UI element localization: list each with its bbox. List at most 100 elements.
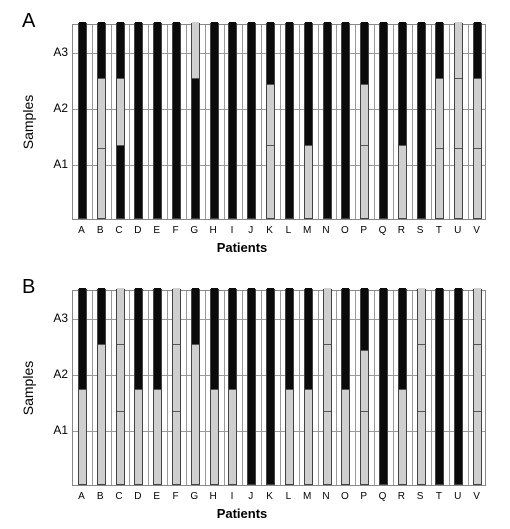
gridline-v [242,291,243,485]
bar-segment [455,148,462,218]
bar-segment [229,288,236,389]
gridline-v [92,291,93,485]
gridline-v [261,25,262,219]
bar-A-B [97,23,106,219]
xtick-label: N [322,226,329,236]
gridline-v [205,25,206,219]
bar-B-V [473,289,482,485]
bar-segment [455,288,462,484]
bar-segment [154,389,161,484]
bar-segment [192,288,199,344]
gridline-v [299,25,300,219]
bar-segment [154,288,161,389]
xtick-label: M [303,226,311,236]
bar-segment [267,145,274,218]
bar-A-A [78,23,87,219]
xtick-label: I [231,492,234,502]
bar-segment [305,288,312,389]
bar-segment [79,389,86,484]
bar-A-L [285,23,294,219]
gridline-v [299,291,300,485]
bar-segment [211,288,218,389]
xtick-label: P [360,492,367,502]
bar-A-S [417,23,426,219]
bar-A-O [341,23,350,219]
bar-A-N [323,23,332,219]
bar-A-I [228,23,237,219]
bar-segment [436,148,443,218]
bar-A-J [247,23,256,219]
bar-B-H [210,289,219,485]
gridline-v [148,291,149,485]
gridline-v [393,25,394,219]
gridline-v [318,291,319,485]
bar-segment [98,288,105,344]
gridline-v [374,291,375,485]
bar-segment [474,288,481,344]
bar-segment [361,350,368,412]
bar-segment [267,288,274,484]
bar-B-F [172,289,181,485]
y-axis-label: Samples [20,358,36,418]
xtick-label: L [286,492,292,502]
gridline-v [412,291,413,485]
gridline-v [393,291,394,485]
bar-A-K [266,23,275,219]
gridline-v [374,25,375,219]
bar-A-D [134,23,143,219]
bar-segment [324,411,331,484]
gridline-v [129,291,130,485]
bar-segment [192,78,199,218]
gridline-v [468,25,469,219]
panel-label-B: B [22,276,35,299]
xtick-label: Q [379,492,387,502]
x-axis-label: Patients [202,506,282,521]
xtick-label: K [266,492,273,502]
bar-B-I [228,289,237,485]
xtick-label: J [248,226,253,236]
bar-segment [117,78,124,145]
gridline-v [111,291,112,485]
bar-A-C [116,23,125,219]
xtick-label: H [210,226,217,236]
bar-B-C [116,289,125,485]
bar-segment [418,344,425,411]
ytick-label: A1 [42,423,68,437]
gridline-v [129,25,130,219]
bar-B-D [134,289,143,485]
bar-segment [361,411,368,484]
xtick-label: C [115,492,122,502]
xtick-label: B [97,226,104,236]
bar-B-B [97,289,106,485]
gridline-v [167,25,168,219]
panel-label-A: A [22,10,35,33]
xtick-label: C [115,226,122,236]
bar-segment [248,22,255,218]
bar-segment [211,22,218,218]
bar-segment [173,411,180,484]
x-axis-label: Patients [202,240,282,255]
bar-segment [380,288,387,484]
bar-A-F [172,23,181,219]
bar-segment [342,288,349,389]
bar-segment [474,78,481,148]
bar-segment [286,288,293,389]
bar-A-V [473,23,482,219]
bar-B-U [454,289,463,485]
bar-segment [173,22,180,218]
bar-segment [135,22,142,218]
figure: AA1A2A3ABCDEFGHIJKLMNOPQRSTUVSamplesPati… [0,0,510,529]
gridline-v [280,25,281,219]
gridline-v [186,291,187,485]
bar-segment [436,288,443,484]
bar-segment [474,344,481,411]
bar-segment [399,145,406,218]
bar-segment [117,22,124,78]
bar-segment [361,84,368,146]
xtick-label: R [398,226,405,236]
xtick-label: E [153,492,160,502]
xtick-label: T [436,226,442,236]
xtick-label: L [286,226,292,236]
bar-segment [361,288,368,350]
bar-segment [248,288,255,484]
